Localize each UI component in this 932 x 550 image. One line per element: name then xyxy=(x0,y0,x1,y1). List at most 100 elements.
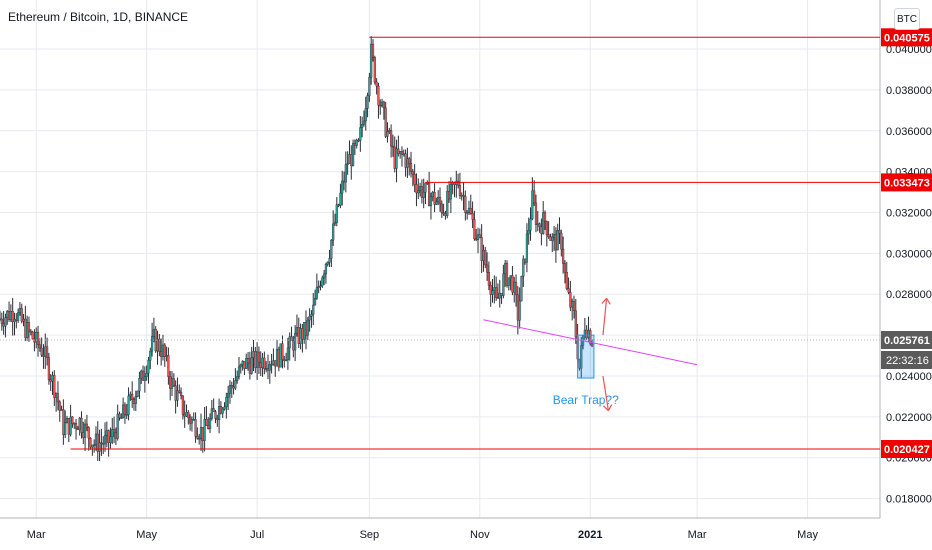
candle xyxy=(355,138,358,149)
candle xyxy=(250,346,253,375)
candle-body xyxy=(359,127,362,141)
candle xyxy=(91,444,94,456)
candle-body xyxy=(143,376,146,381)
candle xyxy=(386,122,389,143)
candle xyxy=(390,124,393,158)
candle xyxy=(147,356,150,384)
candle xyxy=(536,210,539,232)
candle xyxy=(563,260,567,284)
candle xyxy=(111,418,114,445)
candle xyxy=(161,334,165,361)
candle-body xyxy=(567,288,570,293)
candle-body xyxy=(524,258,527,263)
candle xyxy=(87,426,90,451)
candle xyxy=(335,197,338,227)
candle-body xyxy=(248,362,251,374)
candle xyxy=(199,413,203,451)
candle-body xyxy=(551,236,554,241)
candle xyxy=(131,381,134,408)
candle xyxy=(230,381,233,398)
candle xyxy=(254,347,257,374)
candle-body xyxy=(444,213,447,216)
arrow-up[interactable] xyxy=(601,297,611,336)
bear-trap-box[interactable] xyxy=(577,334,595,379)
candle xyxy=(489,281,492,307)
candle-body xyxy=(462,194,465,197)
candle xyxy=(246,351,250,371)
y-tick-label: 0.032000 xyxy=(886,208,932,220)
candle-body xyxy=(357,139,360,142)
candle-body xyxy=(49,379,52,382)
candle xyxy=(543,210,547,231)
candle-body xyxy=(565,272,568,289)
candle xyxy=(348,140,351,164)
candle-body xyxy=(132,399,136,404)
candle-body xyxy=(140,370,143,379)
candle-body xyxy=(4,317,7,327)
current-price-tag xyxy=(881,331,932,350)
candle-body xyxy=(495,287,498,298)
candle-body xyxy=(198,438,201,440)
candle-body xyxy=(76,428,79,430)
candle-body xyxy=(24,318,27,338)
candle-body xyxy=(40,347,43,356)
candle-body xyxy=(426,182,429,185)
candle-body xyxy=(169,376,172,389)
candle-body xyxy=(417,189,420,194)
candle xyxy=(447,181,451,203)
candle xyxy=(265,361,268,373)
candle xyxy=(529,207,532,241)
arrow-down[interactable] xyxy=(602,375,613,412)
candle xyxy=(208,413,212,433)
candle-body xyxy=(44,346,47,357)
arrow-head xyxy=(606,298,611,305)
trendline[interactable] xyxy=(483,319,698,366)
candle xyxy=(9,304,12,323)
candle-body xyxy=(303,322,306,340)
candle xyxy=(132,397,136,411)
candle xyxy=(102,436,105,455)
candle xyxy=(64,410,67,439)
x-tick-label: Mar xyxy=(27,529,46,541)
candle xyxy=(590,339,594,348)
level-price-label: 0.020427 xyxy=(884,444,930,456)
candle-body xyxy=(332,223,335,241)
candle xyxy=(438,187,442,212)
candle-body xyxy=(344,164,347,183)
candle-body xyxy=(161,344,165,357)
candle xyxy=(362,110,366,127)
candle-body xyxy=(328,258,331,263)
candle-body xyxy=(87,427,90,439)
candle-body xyxy=(254,351,257,368)
candle-body xyxy=(339,192,342,206)
candle-body xyxy=(243,360,246,369)
candle xyxy=(375,78,378,95)
price-axis[interactable]: 0.0180000.0200000.0220000.0240000.026000… xyxy=(886,44,932,506)
level-price-tag xyxy=(881,439,932,458)
currency-button[interactable]: BTC xyxy=(894,8,920,30)
time-axis[interactable]: Mar May Jul Sep Nov 2021 Mar May xyxy=(27,529,819,541)
candle xyxy=(167,347,170,385)
candle-body xyxy=(192,419,195,421)
candle-body xyxy=(33,338,36,343)
candle-body xyxy=(257,351,261,363)
candle-body xyxy=(518,300,521,321)
candle-body xyxy=(227,393,230,398)
candle-body xyxy=(190,419,194,424)
candle xyxy=(261,353,264,377)
candle xyxy=(437,190,440,206)
candle xyxy=(556,223,559,251)
candle-body xyxy=(428,182,431,207)
candle-body xyxy=(185,412,188,417)
candle-body xyxy=(256,351,259,368)
candle xyxy=(107,429,110,457)
candle xyxy=(572,295,576,319)
candle xyxy=(24,305,27,341)
candle-body xyxy=(71,416,74,424)
candle-body xyxy=(288,336,291,349)
candle xyxy=(534,194,538,233)
candle-body xyxy=(469,207,472,214)
candle-body xyxy=(341,180,344,194)
candle xyxy=(228,380,232,404)
